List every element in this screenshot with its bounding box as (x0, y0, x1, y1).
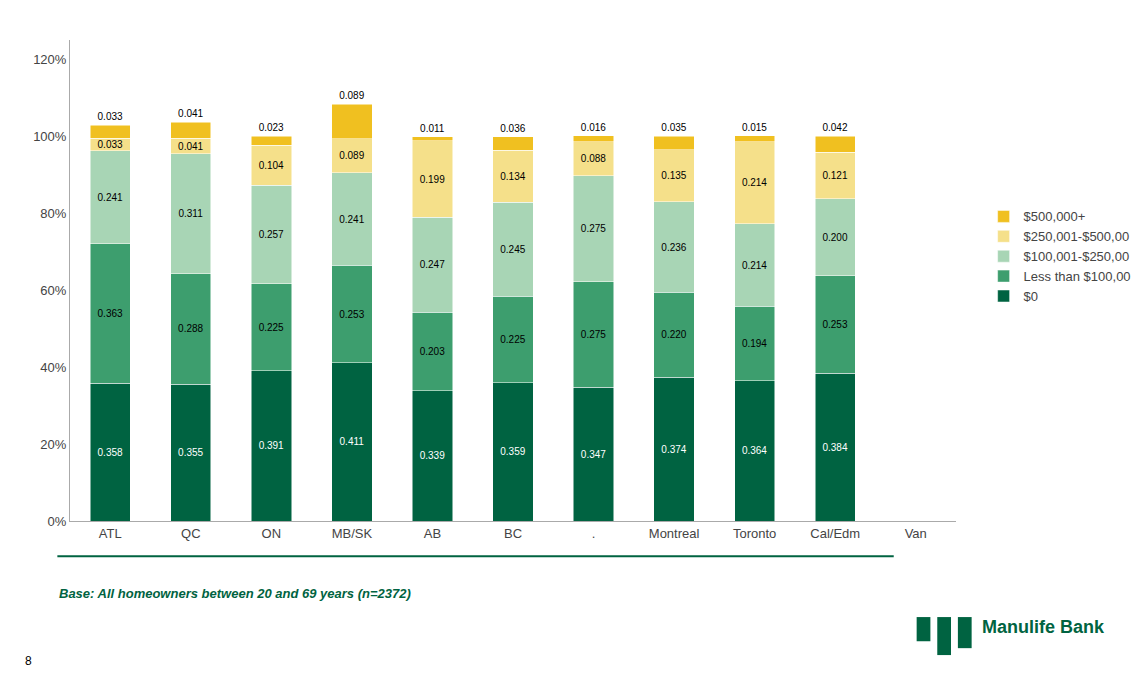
svg-text:0.355: 0.355 (178, 447, 203, 458)
svg-text:0.089: 0.089 (339, 90, 364, 101)
svg-text:0.033: 0.033 (98, 111, 123, 122)
svg-text:$500,000+: $500,000+ (1024, 209, 1086, 224)
svg-text:0.199: 0.199 (420, 174, 445, 185)
svg-text:0.220: 0.220 (661, 329, 686, 340)
svg-text:0.088: 0.088 (581, 153, 606, 164)
svg-text:80%: 80% (40, 206, 66, 221)
svg-text:8: 8 (25, 654, 32, 668)
svg-text:120%: 120% (33, 52, 67, 67)
svg-text:0.391: 0.391 (259, 440, 284, 451)
svg-text:Cal/Edm: Cal/Edm (810, 526, 860, 541)
svg-text:0.134: 0.134 (500, 171, 525, 182)
svg-text:Less than $100,00: Less than $100,00 (1024, 269, 1131, 284)
svg-text:Van: Van (905, 526, 927, 541)
svg-text:0.200: 0.200 (822, 232, 847, 243)
svg-text:0.135: 0.135 (661, 170, 686, 181)
svg-text:0.339: 0.339 (420, 450, 445, 461)
svg-text:0.257: 0.257 (259, 229, 284, 240)
svg-text:0.036: 0.036 (500, 123, 525, 134)
svg-text:MB/SK: MB/SK (332, 526, 373, 541)
svg-text:0.384: 0.384 (822, 442, 847, 453)
svg-text:0.364: 0.364 (742, 445, 767, 456)
svg-text:0.194: 0.194 (742, 338, 767, 349)
svg-text:.: . (592, 526, 596, 541)
svg-text:$250,001-$500,00: $250,001-$500,00 (1024, 229, 1130, 244)
svg-text:Base: All homeowners between 2: Base: All homeowners between 20 and 69 y… (59, 586, 411, 601)
svg-text:$100,001-$250,00: $100,001-$250,00 (1024, 249, 1130, 264)
svg-text:0.042: 0.042 (822, 122, 847, 133)
svg-text:0.016: 0.016 (581, 122, 606, 133)
svg-text:60%: 60% (40, 283, 66, 298)
svg-text:20%: 20% (40, 437, 66, 452)
svg-text:BC: BC (504, 526, 522, 541)
svg-text:0.275: 0.275 (581, 223, 606, 234)
svg-text:0.253: 0.253 (339, 309, 364, 320)
svg-text:ON: ON (262, 526, 282, 541)
svg-text:0.236: 0.236 (661, 242, 686, 253)
svg-text:Toronto: Toronto (733, 526, 776, 541)
svg-text:0.089: 0.089 (339, 150, 364, 161)
svg-text:0%: 0% (48, 514, 67, 529)
svg-text:0.288: 0.288 (178, 323, 203, 334)
svg-text:0.347: 0.347 (581, 449, 606, 460)
svg-text:0.203: 0.203 (420, 346, 445, 357)
svg-text:0.374: 0.374 (661, 444, 686, 455)
svg-text:100%: 100% (33, 129, 67, 144)
svg-text:0.104: 0.104 (259, 160, 284, 171)
svg-text:Montreal: Montreal (649, 526, 700, 541)
svg-text:0.358: 0.358 (98, 447, 123, 458)
svg-text:0.041: 0.041 (178, 141, 203, 152)
svg-text:0.359: 0.359 (500, 446, 525, 457)
svg-text:0.041: 0.041 (178, 108, 203, 119)
svg-text:0.275: 0.275 (581, 329, 606, 340)
svg-text:0.035: 0.035 (661, 122, 686, 133)
svg-text:0.363: 0.363 (98, 308, 123, 319)
svg-text:0.241: 0.241 (98, 192, 123, 203)
svg-text:0.253: 0.253 (822, 319, 847, 330)
svg-text:0.225: 0.225 (259, 322, 284, 333)
svg-text:40%: 40% (40, 360, 66, 375)
svg-text:$0: $0 (1024, 289, 1038, 304)
svg-text:0.214: 0.214 (742, 260, 767, 271)
svg-text:ATL: ATL (99, 526, 122, 541)
svg-text:QC: QC (181, 526, 201, 541)
svg-text:0.411: 0.411 (340, 436, 365, 447)
svg-text:0.033: 0.033 (98, 139, 123, 150)
svg-text:0.121: 0.121 (822, 170, 847, 181)
svg-text:0.023: 0.023 (259, 122, 284, 133)
svg-text:0.241: 0.241 (339, 214, 364, 225)
svg-text:0.015: 0.015 (742, 122, 767, 133)
svg-text:0.247: 0.247 (420, 259, 445, 270)
svg-text:0.011: 0.011 (420, 123, 445, 134)
svg-text:0.225: 0.225 (500, 334, 525, 345)
svg-text:AB: AB (424, 526, 441, 541)
svg-text:0.311: 0.311 (178, 208, 203, 219)
svg-text:Manulife Bank: Manulife Bank (982, 617, 1105, 637)
svg-text:0.245: 0.245 (500, 244, 525, 255)
svg-text:0.214: 0.214 (742, 177, 767, 188)
